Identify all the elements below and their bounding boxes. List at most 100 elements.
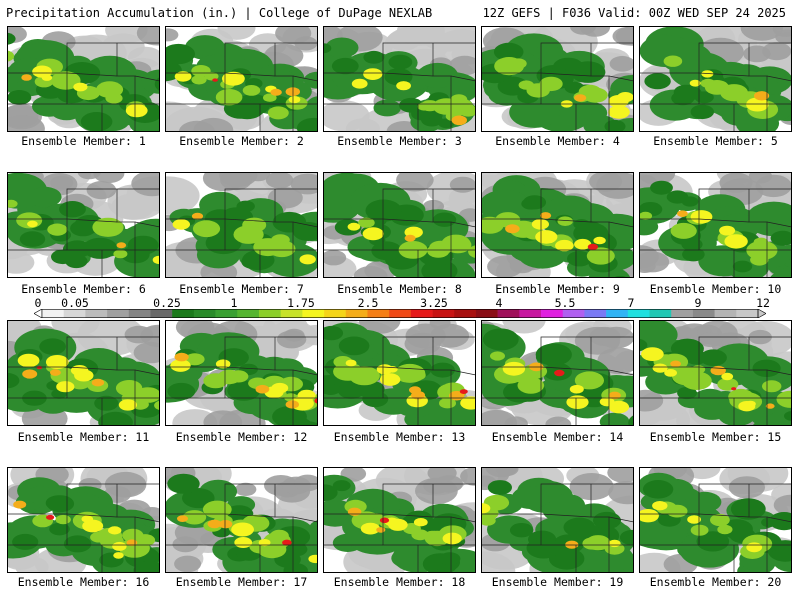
colorbar-segment (541, 309, 564, 318)
precip-map (7, 172, 160, 278)
colorbar (34, 309, 766, 318)
colorbar-tick-label: 0 (34, 296, 42, 310)
ensemble-map-7 (165, 172, 318, 278)
ensemble-map-20 (639, 467, 792, 573)
precip-map (165, 172, 318, 278)
colorbar-segment (475, 309, 498, 318)
precip-map (7, 26, 160, 132)
ensemble-map-2 (165, 26, 318, 132)
colorbar-segment (562, 309, 585, 318)
colorbar-segment (42, 309, 64, 318)
ensemble-member-label: Ensemble Member: 15 (649, 430, 782, 444)
colorbar-segment (584, 309, 607, 318)
colorbar-segment (497, 309, 520, 318)
colorbar-segment (692, 309, 715, 318)
ensemble-member-label: Ensemble Member: 8 (337, 282, 462, 296)
colorbar-scale (34, 309, 766, 318)
ensemble-member-label: Ensemble Member: 2 (179, 134, 304, 148)
precip-map (7, 467, 160, 573)
colorbar-tick-label: 5.5 (554, 296, 576, 310)
precip-map (323, 467, 476, 573)
colorbar-tick-label: 4 (495, 296, 503, 310)
colorbar-segment (150, 309, 173, 318)
colorbar-segment (367, 309, 390, 318)
ensemble-member-label: Ensemble Member: 16 (17, 575, 150, 589)
precip-map (639, 172, 792, 278)
colorbar-segment (345, 309, 368, 318)
colorbar-segment (85, 309, 108, 318)
colorbar-segment (280, 309, 303, 318)
ensemble-map-9 (481, 172, 634, 278)
precip-map (323, 26, 476, 132)
ensemble-map-19 (481, 467, 634, 573)
colorbar-segment (736, 309, 759, 318)
ensemble-member-label: Ensemble Member: 19 (491, 575, 624, 589)
ensemble-map-14 (481, 320, 634, 426)
colorbar-tick-label: 0.25 (153, 296, 181, 310)
precip-map (165, 26, 318, 132)
ensemble-map-13 (323, 320, 476, 426)
ensemble-member-label: Ensemble Member: 14 (491, 430, 624, 444)
colorbar-segment (63, 309, 86, 318)
ensemble-member-label: Ensemble Member: 20 (649, 575, 782, 589)
colorbar-segment (627, 309, 650, 318)
colorbar-segment (215, 309, 238, 318)
ensemble-member-label: Ensemble Member: 1 (21, 134, 146, 148)
ensemble-member-label: Ensemble Member: 6 (21, 282, 146, 296)
colorbar-tick-label: 7 (627, 296, 635, 310)
colorbar-segment (172, 309, 195, 318)
ensemble-member-label: Ensemble Member: 10 (649, 282, 782, 296)
colorbar-segment (671, 309, 694, 318)
ensemble-member-label: Ensemble Member: 9 (495, 282, 620, 296)
ensemble-member-label: Ensemble Member: 17 (175, 575, 308, 589)
colorbar-tick-label: 9 (694, 296, 702, 310)
precip-map (7, 320, 160, 426)
ensemble-map-15 (639, 320, 792, 426)
colorbar-segment (258, 309, 281, 318)
precip-map (639, 26, 792, 132)
precip-map (165, 320, 318, 426)
ensemble-map-18 (323, 467, 476, 573)
ensemble-member-label: Ensemble Member: 3 (337, 134, 462, 148)
precip-map (481, 26, 634, 132)
precip-map (481, 172, 634, 278)
colorbar-max-arrow (757, 309, 766, 318)
ensemble-map-6 (7, 172, 160, 278)
ensemble-map-3 (323, 26, 476, 132)
ensemble-map-11 (7, 320, 160, 426)
colorbar-segment (714, 309, 737, 318)
colorbar-min-arrow (34, 309, 43, 318)
ensemble-map-16 (7, 467, 160, 573)
colorbar-segment (128, 309, 151, 318)
ensemble-map-4 (481, 26, 634, 132)
colorbar-segment (193, 309, 216, 318)
ensemble-map-8 (323, 172, 476, 278)
precip-map (639, 320, 792, 426)
colorbar-segment (237, 309, 260, 318)
precip-map (323, 320, 476, 426)
colorbar-segment (107, 309, 130, 318)
precip-map (165, 467, 318, 573)
ensemble-map-5 (639, 26, 792, 132)
precip-map (323, 172, 476, 278)
colorbar-segment (606, 309, 629, 318)
run-info: 12Z GEFS | F036 Valid: 00Z WED SEP 24 20… (482, 6, 786, 20)
colorbar-segment (389, 309, 412, 318)
ensemble-map-17 (165, 467, 318, 573)
colorbar-tick-label: 0.05 (61, 296, 89, 310)
colorbar-segment (410, 309, 433, 318)
colorbar-tick-label: 12 (756, 296, 770, 310)
ensemble-member-label: Ensemble Member: 18 (333, 575, 466, 589)
ensemble-member-label: Ensemble Member: 12 (175, 430, 308, 444)
ensemble-member-label: Ensemble Member: 11 (17, 430, 150, 444)
precip-map (639, 467, 792, 573)
colorbar-segment (454, 309, 477, 318)
colorbar-tick-label: 1.75 (287, 296, 315, 310)
precip-map (481, 320, 634, 426)
ensemble-map-10 (639, 172, 792, 278)
colorbar-segment (649, 309, 672, 318)
precip-map (481, 467, 634, 573)
colorbar-segment (302, 309, 325, 318)
ensemble-map-1 (7, 26, 160, 132)
colorbar-segment (519, 309, 542, 318)
